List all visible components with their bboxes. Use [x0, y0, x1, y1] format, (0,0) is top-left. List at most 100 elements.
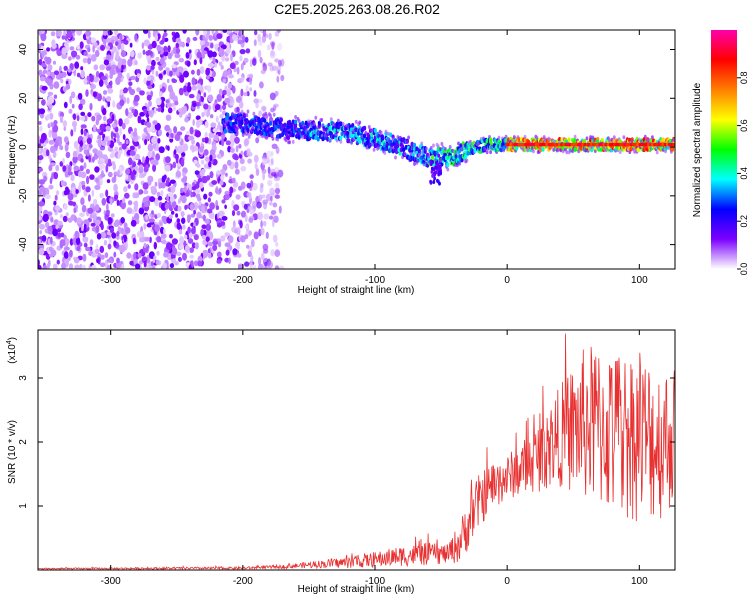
- spectrogram-noise-cell: [109, 68, 116, 76]
- spectrogram-signal-halo: [618, 150, 622, 155]
- spectrogram-noise-cell: [132, 154, 136, 162]
- spectrogram-noise-cell: [56, 190, 60, 196]
- spectrogram-noise-cell: [52, 60, 57, 65]
- spectrogram-noise-cell: [235, 194, 241, 200]
- snr-frame: [37, 329, 676, 571]
- spectrogram-noise-cell: [199, 56, 203, 65]
- spectrogram-noise-cell: [41, 99, 46, 106]
- spectrogram-noise-cell: [222, 30, 228, 33]
- spectrogram-noise-cell: [83, 223, 87, 230]
- spectrogram-noise-cell: [38, 69, 43, 77]
- spectrogram-noise-cell: [117, 60, 123, 69]
- spectrogram-noise-cell: [61, 262, 66, 269]
- spectrogram-signal-halo: [246, 109, 250, 114]
- spectrogram-noise-cell: [99, 123, 105, 131]
- spectrogram-noise-cell: [204, 218, 210, 224]
- spectrogram-noise-cell: [276, 65, 281, 72]
- spectrogram-noise-cell: [160, 190, 164, 197]
- spectrogram-noise-cell: [147, 143, 154, 152]
- spectrogram-noise-cell: [255, 137, 260, 144]
- spectrogram-signal-cell: [374, 143, 379, 148]
- spectrogram-noise-cell: [192, 102, 197, 108]
- spectrogram-signal-cell: [389, 132, 393, 138]
- spectrogram-signal-cell: [229, 121, 233, 127]
- spectrogram-signal-halo: [413, 161, 416, 166]
- spectrogram-noise-cell: [121, 122, 126, 130]
- spectrogram-noise-cell: [102, 34, 108, 40]
- spectrogram-noise-cell: [45, 149, 50, 157]
- spectrogram-noise-cell: [42, 171, 48, 178]
- spectrogram-noise-cell: [96, 258, 100, 263]
- spectrogram-noise-cell: [270, 249, 275, 257]
- spectrogram-noise-cell: [38, 155, 44, 161]
- spectrogram-noise-cell: [117, 153, 121, 159]
- spectrogram-noise-cell: [270, 107, 275, 113]
- spectrogram-noise-cell: [87, 207, 94, 214]
- spectrogram-noise-cell: [80, 111, 86, 116]
- spectrogram-signal-cell: [326, 136, 330, 142]
- spectrogram-noise-cell: [207, 197, 211, 203]
- spectrogram-noise-cell: [39, 76, 46, 82]
- spectrogram-noise-cell: [264, 262, 268, 267]
- spectrogram-noise-cell: [262, 220, 267, 227]
- spectrogram-noise-cell: [205, 223, 212, 232]
- spectrogram-noise-cell: [189, 203, 194, 211]
- spectrogram-noise-cell: [103, 59, 110, 66]
- spectrogram-noise-cell: [49, 112, 54, 120]
- spectrogram-noise-cell: [270, 151, 274, 157]
- spectrogram-noise-cell: [145, 214, 149, 221]
- spectrogram-noise-cell: [125, 227, 131, 234]
- spectrogram-noise-cell: [40, 45, 45, 52]
- spectrogram-noise-cell: [65, 83, 71, 90]
- spectrogram-noise-cell: [99, 64, 106, 71]
- spectrogram-noise-cell: [86, 75, 90, 81]
- spectrogram-noise-cell: [278, 205, 282, 214]
- spectrogram-noise-cell: [216, 212, 220, 219]
- spectrogram-noise-cell: [42, 69, 48, 74]
- spectrogram-noise-cell: [56, 136, 62, 142]
- spectrogram-noise-cell: [267, 166, 271, 175]
- spectrogram-signal-halo: [364, 131, 368, 135]
- spectrogram-signal-halo: [322, 128, 326, 133]
- spectrogram-noise-cell: [85, 246, 91, 252]
- spectrogram-noise-cell: [234, 30, 240, 34]
- spectrogram-signal-halo: [453, 162, 457, 167]
- spectrogram-noise-cell: [143, 77, 147, 85]
- spectrogram-signal-halo: [608, 138, 611, 143]
- spectrogram-noise-cell: [96, 233, 102, 240]
- spectrogram-noise-cell: [112, 100, 116, 108]
- spectrogram-noise-cell: [74, 264, 80, 269]
- spectrogram-noise-cell: [155, 259, 160, 266]
- spectrogram-signal-cell: [390, 142, 394, 148]
- spectrogram-noise-cell: [93, 124, 97, 133]
- spectrogram-noise-cell: [134, 94, 140, 102]
- spectrogram-noise-cell: [246, 244, 250, 249]
- spectrogram-streak-cell: [432, 180, 436, 184]
- spectrogram-noise-cell: [164, 202, 170, 210]
- spectrogram-noise-cell: [54, 205, 61, 212]
- spectrogram-noise-cell: [57, 232, 62, 238]
- spectrogram-noise-cell: [61, 47, 67, 55]
- spectrogram-signal-cell: [351, 123, 355, 128]
- spectrogram-noise-cell: [137, 52, 142, 59]
- spectrogram-noise-cell: [126, 97, 130, 104]
- spectrogram-noise-cell: [273, 103, 279, 108]
- spectrogram-noise-cell: [142, 156, 145, 164]
- spectrogram-noise-cell: [170, 185, 176, 193]
- spectrogram-noise-cell: [244, 214, 248, 223]
- spectrogram-noise-cell: [92, 213, 97, 222]
- spectrogram-noise-cell: [104, 136, 109, 143]
- spectrogram-noise-cell: [132, 192, 136, 199]
- spectrogram-noise-cell: [257, 33, 261, 43]
- spectrogram-noise-cell: [165, 156, 171, 164]
- spectrogram-noise-cell: [102, 115, 107, 122]
- spectrogram-noise-cell: [133, 101, 139, 106]
- spectrogram-noise-cell: [128, 81, 133, 86]
- spectrogram-noise-cell: [117, 71, 123, 79]
- spectrogram-noise-cell: [89, 214, 94, 219]
- spectrogram-signal-halo: [373, 139, 377, 144]
- spectrogram-signal-halo: [314, 115, 318, 120]
- spectrogram-noise-cell: [110, 131, 114, 140]
- spectrogram-noise-cell: [196, 68, 201, 76]
- spectrogram-noise-cell: [182, 143, 189, 152]
